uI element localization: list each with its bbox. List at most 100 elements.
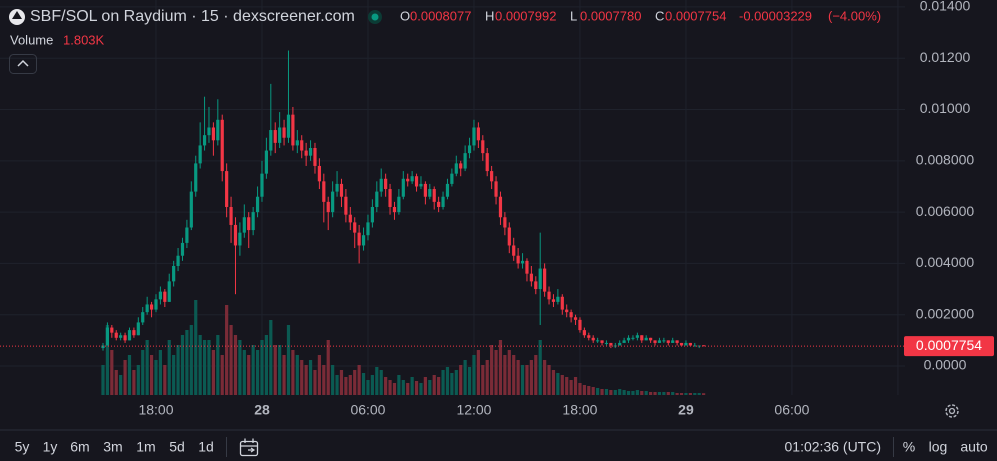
last-price-badge	[904, 336, 994, 357]
x-tick-label: 06:00	[350, 402, 385, 418]
volume-bar	[587, 386, 591, 395]
volume-bar	[216, 335, 220, 395]
candle-body	[662, 340, 666, 342]
volume-bar	[233, 335, 238, 395]
volume-bar	[167, 340, 171, 395]
range-button[interactable]: 1y	[43, 439, 58, 455]
volume-bar	[158, 350, 163, 395]
candle-body	[207, 127, 211, 136]
candle-body	[211, 127, 215, 141]
volume-bar	[538, 340, 542, 395]
candle-body	[684, 342, 688, 346]
candle-body	[578, 319, 582, 331]
volume-bar	[154, 360, 158, 395]
volume-bar	[163, 365, 167, 395]
candle-body	[459, 163, 463, 169]
candle-body	[101, 345, 105, 349]
volume-bar	[693, 393, 697, 395]
volume-bar	[308, 360, 313, 395]
volume-bar	[326, 340, 330, 395]
candle-body	[145, 304, 149, 313]
volume-bar	[582, 385, 586, 395]
volume-bar	[476, 350, 480, 395]
candle-body	[344, 196, 348, 215]
volume-bar	[207, 340, 211, 395]
candle-body	[410, 176, 414, 182]
candle-body	[507, 227, 511, 246]
volume-bar	[366, 380, 370, 395]
y-tick-label: 0.002000	[916, 305, 975, 321]
volume-bar	[445, 367, 450, 395]
candle-body	[189, 191, 193, 228]
volume-bar	[414, 381, 419, 395]
volume-bar	[388, 380, 392, 395]
candle-body	[635, 335, 639, 338]
y-tick-label: 0.008000	[916, 152, 975, 168]
candle-body	[326, 201, 330, 213]
candle-body	[569, 312, 573, 318]
grid	[0, 0, 905, 395]
candle-body	[414, 176, 419, 187]
collapse-button[interactable]	[9, 54, 37, 74]
candle-body	[198, 145, 202, 164]
candle-body	[640, 335, 644, 341]
change-value: -0.00003229	[739, 8, 812, 23]
volume-bar	[450, 373, 454, 395]
range-button[interactable]: 5d	[169, 439, 185, 455]
volume-bar	[105, 325, 110, 395]
last-price-label: 0.0007754	[916, 337, 982, 353]
candle-body	[158, 291, 163, 300]
x-tick-label: 18:00	[138, 402, 173, 418]
candle-body	[538, 268, 542, 290]
volume-bar	[317, 355, 321, 395]
candle-body	[123, 335, 127, 341]
candle-body	[512, 245, 516, 256]
candle-body	[600, 340, 604, 343]
candle-body	[295, 140, 299, 146]
volume-bar	[194, 300, 198, 395]
candle-body	[437, 201, 441, 207]
range-button[interactable]: 1d	[198, 439, 214, 455]
volume-bar	[149, 355, 154, 395]
candle-body	[428, 189, 432, 197]
range-button[interactable]: 3m	[103, 439, 122, 455]
candle-body	[388, 189, 392, 207]
candle-body	[366, 222, 370, 236]
volume-bar	[114, 370, 118, 395]
candle-body	[622, 340, 626, 343]
candle-body	[229, 206, 233, 225]
volume-bar	[225, 305, 229, 395]
date-range-button[interactable]	[239, 438, 259, 457]
settings-icon[interactable]	[945, 404, 959, 418]
volume-bar	[697, 393, 701, 395]
volume-bar	[335, 375, 339, 395]
y-tick-label: 0.01200	[920, 49, 971, 65]
candle-body	[560, 296, 564, 310]
volume-bar	[551, 370, 556, 395]
scale-option[interactable]: log	[929, 439, 948, 455]
candle-body	[194, 163, 198, 192]
range-button[interactable]: 1m	[136, 439, 155, 455]
y-tick-label: 0.01000	[920, 100, 971, 116]
x-tick-label: 18:00	[562, 402, 597, 418]
candle-body	[467, 145, 472, 154]
candle-body	[242, 217, 246, 233]
candle-body	[357, 232, 361, 246]
chart-title: SBF/SOL on Raydium · 15 · dexscreener.co…	[30, 8, 355, 25]
candle-body	[401, 178, 405, 197]
range-button[interactable]: 5y	[15, 439, 30, 455]
scale-option[interactable]: auto	[960, 439, 987, 455]
candle-body	[370, 206, 374, 223]
volume-bar	[653, 392, 657, 395]
range-button[interactable]: 6m	[70, 439, 89, 455]
scale-option[interactable]: %	[903, 439, 915, 455]
candle-body	[666, 340, 670, 343]
candle-body	[432, 189, 436, 202]
candle-body	[105, 327, 110, 346]
candle-body	[247, 217, 251, 231]
volume-bar	[463, 360, 467, 395]
candle-body	[154, 299, 158, 310]
candle-body	[361, 235, 366, 246]
volume-bar	[172, 355, 176, 395]
volume-bar	[472, 355, 476, 395]
